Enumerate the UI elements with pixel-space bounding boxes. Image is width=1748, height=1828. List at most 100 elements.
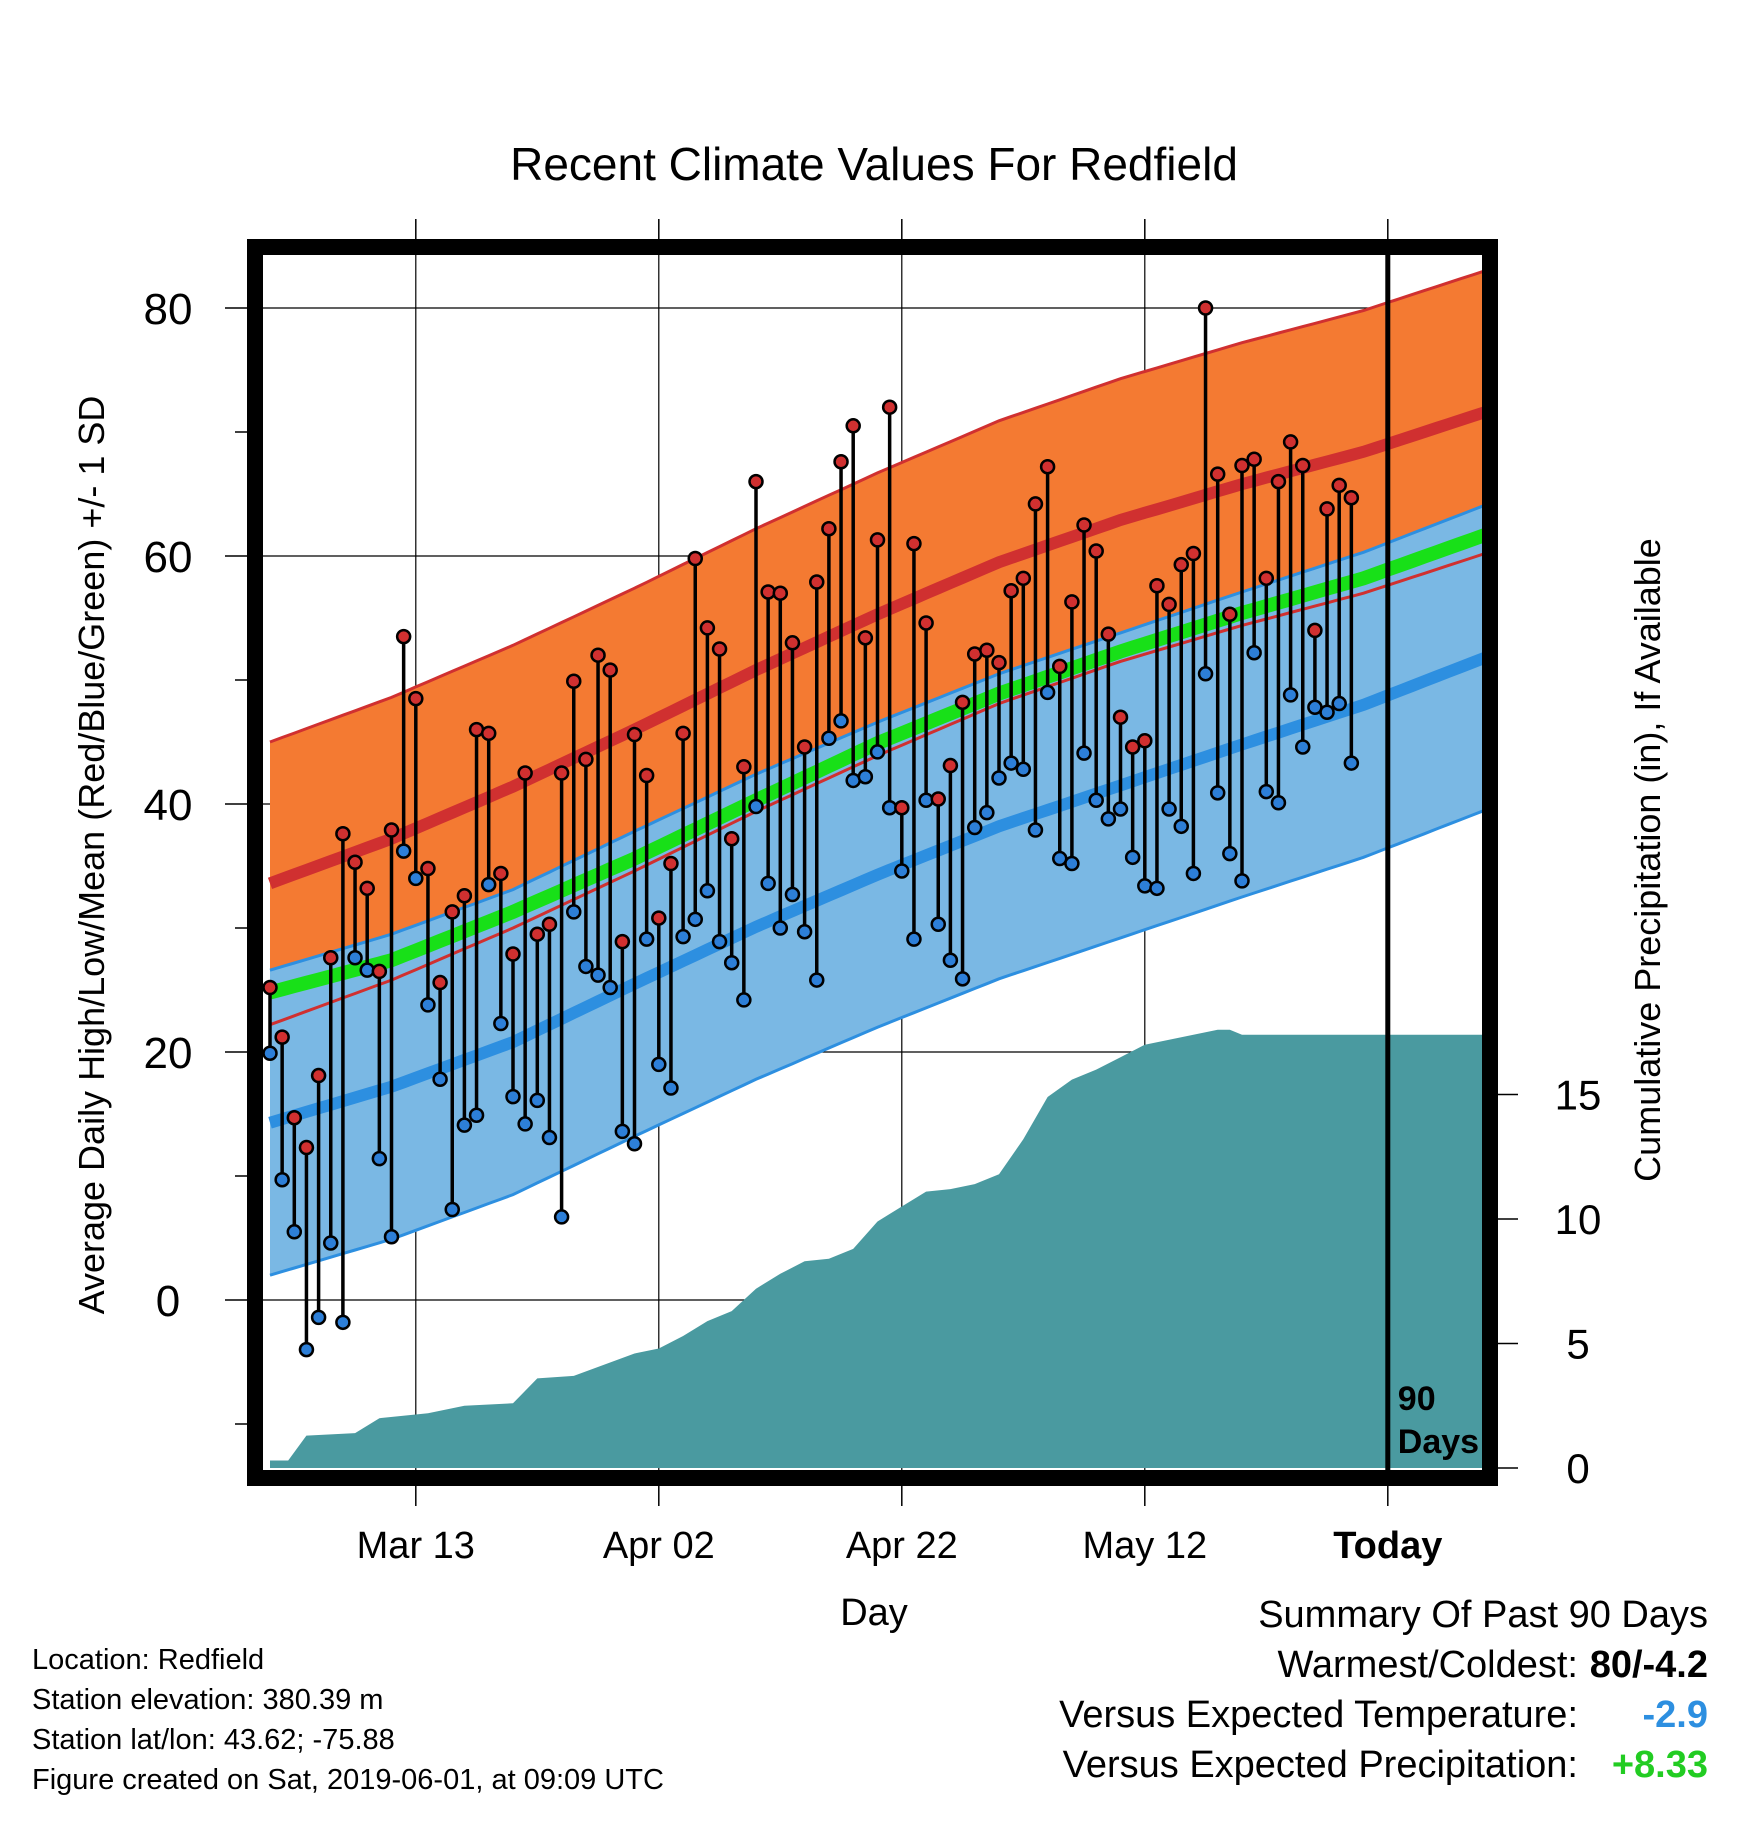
summary-value: -2.9 [1642,1694,1708,1736]
daily-low-point [869,744,886,760]
daily-high-point [930,791,946,807]
daily-low-point [711,933,728,950]
daily-low-point [420,997,436,1013]
daily-low-point [1064,855,1080,872]
daily-high-point [1161,596,1177,613]
daily-low-point [833,713,849,729]
daily-low-point [784,886,801,903]
x-axis-label: Day [840,1592,908,1634]
daily-high-point [918,615,934,631]
daily-low-point [456,1117,473,1133]
daily-high-point [1270,473,1287,490]
daily-low-point [809,972,825,988]
daily-low-point [1185,865,1202,882]
daily-low-point [1295,739,1311,755]
summary-value: 80/-4.2 [1589,1644,1708,1686]
daily-high-point [845,418,861,434]
summary-panel: Summary Of Past 90 Days Warmest/Coldest:… [808,1590,1708,1790]
daily-high-point [517,765,533,781]
y-tick-label: 20 [144,1029,193,1078]
daily-low-point [1039,684,1056,701]
daily-low-point [723,954,740,971]
low-mean-line [268,652,1488,1129]
daily-low-point [1319,704,1335,720]
daily-high-point [626,726,643,743]
daily-low-point [335,1314,351,1331]
daily-high-point [1076,517,1092,533]
daily-high-point [383,822,400,838]
daily-high-point [651,910,667,926]
daily-low-point [663,1080,679,1096]
daily-low-point [310,1309,327,1326]
daily-high-point [894,799,910,816]
daily-high-point [1234,457,1250,474]
daily-low-point [1149,880,1165,897]
x-tick-label: Mar 13 [357,1525,475,1567]
daily-low-point [796,923,813,940]
daily-high-point [821,520,837,537]
daily-high-point [954,694,971,711]
daily-high-point [432,974,448,991]
daily-low-point [942,952,959,968]
daily-low-point [954,971,971,987]
daily-low-point [383,1229,400,1245]
daily-high-point [1173,556,1189,573]
daily-low-point [1161,801,1177,817]
daily-high-point [323,950,339,966]
daily-high-point [529,926,546,942]
daily-high-point [1222,606,1238,623]
daily-high-point [1331,477,1347,494]
daily-low-point [979,804,995,821]
daily-high-point [809,574,825,590]
daily-high-point [1209,466,1226,482]
daily-high-point [675,725,691,742]
daily-high-point [1258,570,1275,587]
daily-low-point [675,928,691,945]
summary-value: +8.33 [1611,1744,1708,1786]
daily-high-point [347,854,363,871]
daily-high-point [784,635,801,651]
daily-high-point [1343,489,1360,506]
y2-tick-label: 15 [1555,1072,1602,1119]
daily-high-point [359,880,375,897]
daily-low-point [1003,755,1019,771]
daily-low-point [1015,761,1032,778]
plot-area: 90 Days Mar 13 Apr 02 Apr 22 May 12 Today 0 20 40… [144,219,1602,1567]
daily-low-point [1173,818,1189,835]
y2-tick-label: 10 [1555,1196,1602,1243]
daily-high-point [456,888,473,904]
low-sd-lower-line [269,808,1486,1277]
daily-high-point [408,690,424,707]
daily-high-point [480,725,497,742]
daily-high-point [699,620,716,636]
daily-high-point [857,630,874,646]
daily-high-point [1124,739,1141,755]
y-axis-label: Average Daily High/Low/Mean (Red/Blue/Gr… [71,396,112,1315]
daily-low-point [906,931,922,947]
daily-high-point [395,628,412,645]
daily-low-point [736,992,752,1008]
daily-high-point [881,399,898,415]
daily-low-point [517,1116,533,1132]
daily-low-point [323,1235,339,1251]
daily-low-point [553,1209,570,1225]
daily-high-point [553,765,570,781]
daily-high-point [1319,501,1335,517]
y2-tick-label: 0 [1566,1445,1589,1492]
daily-low-point [991,770,1007,786]
daily-high-point [566,673,582,689]
summary-label: Versus Expected Precipitation: [1062,1744,1578,1786]
chart-title: Recent Climate Values For Redfield [510,138,1238,190]
daily-low-point [444,1201,460,1218]
daily-high-point [1039,458,1056,475]
daily-low-point [638,931,655,947]
daily-low-point [1209,785,1226,801]
daily-low-point [687,911,703,928]
daily-high-point [1149,578,1165,594]
daily-high-point [1112,709,1129,725]
daily-high-point [1197,300,1214,316]
daily-high-point [833,454,849,470]
summary-label: Warmest/Coldest: [1277,1644,1578,1686]
daily-high-point [1100,626,1117,642]
